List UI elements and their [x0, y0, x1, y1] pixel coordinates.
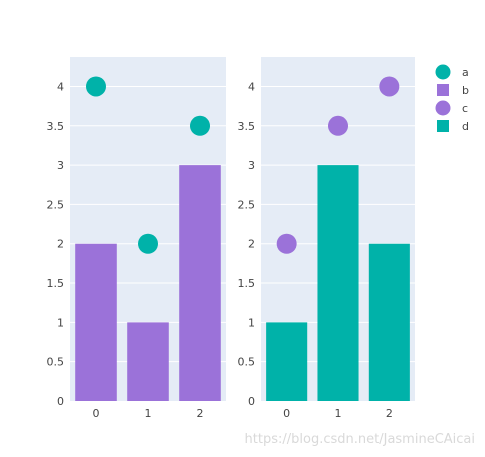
y-tick-label: 3.5 — [47, 120, 65, 133]
marker-a-2 — [190, 115, 210, 136]
marker-a-0 — [86, 76, 106, 97]
legend-label-c: c — [462, 102, 468, 115]
bar-d-2 — [368, 243, 410, 401]
y-tick-label: 1.5 — [238, 277, 256, 290]
bar-b-2 — [179, 165, 221, 401]
y-tick-label: 3.5 — [238, 120, 256, 133]
bar-d-1 — [317, 165, 359, 401]
x-tick-label: 0 — [283, 407, 290, 420]
bar-d-0 — [266, 322, 308, 401]
x-tick-label: 1 — [335, 407, 342, 420]
y-tick-label: 1.5 — [47, 277, 65, 290]
y-tick-label: 3 — [57, 159, 64, 172]
bar-b-0 — [75, 243, 117, 401]
legend-symbol-d — [437, 120, 449, 132]
y-tick-label: 1 — [248, 316, 255, 329]
y-tick-label: 0.5 — [47, 356, 65, 369]
marker-a-1 — [138, 233, 158, 254]
y-tick-label: 4 — [248, 80, 255, 93]
y-tick-label: 2.5 — [238, 198, 256, 211]
y-tick-label: 0 — [57, 395, 64, 408]
y-tick-label: 2 — [57, 238, 64, 251]
y-tick-label: 1 — [57, 316, 64, 329]
y-tick-label: 0.5 — [238, 356, 256, 369]
subplot-1: 0 0.5 1 1.5 2 2.5 3 3.5 4 0 1 2 — [47, 57, 226, 420]
legend-label-b: b — [462, 84, 469, 97]
marker-c-1 — [328, 115, 348, 136]
legend-symbol-a — [435, 64, 451, 80]
y-tick-label: 2.5 — [47, 198, 65, 211]
legend-label-a: a — [462, 66, 469, 79]
legend-label-d: d — [462, 120, 469, 133]
y-tick-label: 3 — [248, 159, 255, 172]
watermark: https://blog.csdn.net/JasmineCAicai — [244, 432, 475, 447]
legend-symbol-b — [437, 84, 449, 96]
y-tick-label: 2 — [248, 238, 255, 251]
x-tick-label: 0 — [93, 407, 100, 420]
subplot-2: 0 0.5 1 1.5 2 2.5 3 3.5 4 0 1 2 — [238, 57, 415, 420]
y-tick-label: 4 — [57, 80, 64, 93]
x-tick-label: 2 — [386, 407, 393, 420]
y-tick-label: 0 — [248, 395, 255, 408]
marker-c-0 — [276, 233, 297, 254]
bar-b-1 — [127, 322, 169, 401]
legend-symbol-c — [435, 100, 451, 116]
x-tick-label: 2 — [197, 407, 204, 420]
x-tick-label: 1 — [145, 407, 152, 420]
marker-c-2 — [379, 76, 400, 97]
